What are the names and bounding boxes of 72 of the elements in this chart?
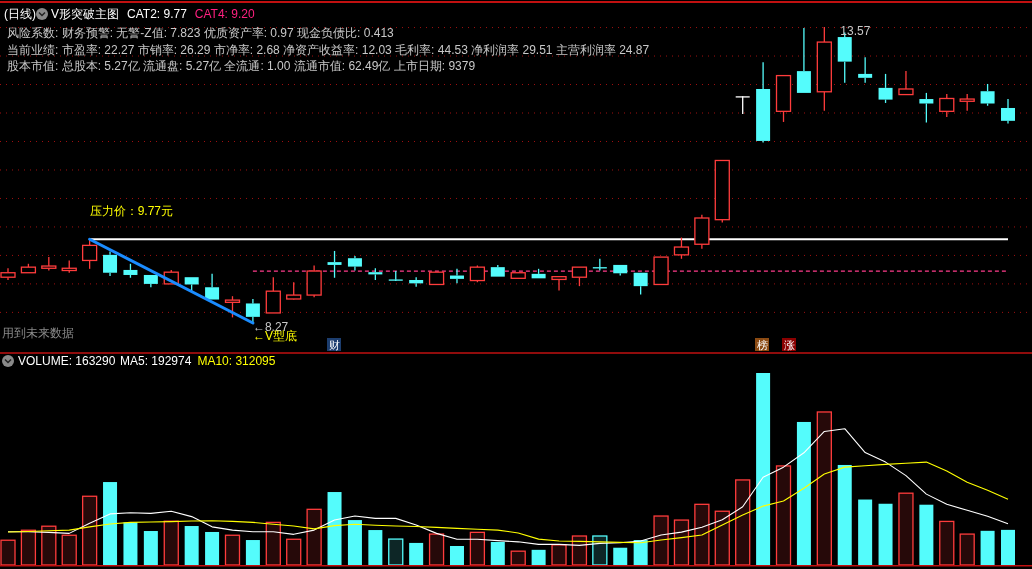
candlestick	[245, 298, 260, 324]
text: 涨	[783, 339, 795, 351]
bar	[980, 530, 995, 565]
bar	[103, 482, 118, 565]
bar	[163, 520, 179, 566]
candlestick	[103, 250, 118, 277]
bar	[184, 526, 199, 565]
bar	[469, 531, 486, 566]
text: MA10: 312095	[197, 354, 276, 368]
text: CAT2: 9.77	[127, 7, 188, 21]
bar	[428, 533, 445, 566]
bar	[20, 529, 37, 566]
bar	[939, 520, 955, 566]
candlestick	[1001, 98, 1015, 125]
bar	[694, 503, 710, 566]
candlestick	[347, 255, 362, 272]
bar	[816, 411, 832, 566]
bar	[837, 464, 852, 565]
bar	[490, 541, 505, 565]
bar	[224, 534, 241, 566]
bar	[1001, 529, 1015, 565]
bar	[959, 533, 975, 566]
candlestick	[858, 56, 873, 84]
bar	[41, 525, 57, 566]
bar	[756, 373, 771, 565]
bar	[245, 540, 260, 565]
text: CAT4: 9.20	[194, 7, 255, 21]
bar	[388, 538, 404, 566]
bar	[531, 549, 546, 565]
bar	[571, 535, 588, 566]
bar	[551, 544, 567, 566]
bar	[81, 495, 98, 566]
bar	[347, 520, 362, 565]
bar	[633, 540, 648, 565]
annotation: 当前业绩: 市盈率: 22.27 市销率: 26.29 市净率: 2.68 净资产收益率: 12.03 毛利率: 44.53 净利润率 29.51 主营利润率 24.87	[7, 42, 650, 57]
bar	[714, 510, 730, 566]
bar	[205, 531, 220, 565]
candlestick	[756, 61, 771, 144]
bar	[327, 492, 342, 565]
bar	[898, 492, 914, 566]
bar	[286, 538, 302, 566]
bar	[775, 465, 792, 566]
bar	[61, 534, 77, 566]
bar	[0, 539, 16, 566]
bar	[613, 547, 628, 565]
bar	[510, 550, 526, 566]
bar	[919, 504, 934, 565]
bar	[735, 479, 751, 566]
text: 财	[328, 339, 340, 351]
bar	[306, 508, 322, 566]
bar	[409, 542, 424, 565]
text: 榜	[756, 339, 768, 351]
text: 用到未来数据	[2, 326, 74, 340]
bar	[673, 519, 690, 566]
bar	[368, 530, 383, 565]
bar	[449, 545, 464, 565]
bar	[796, 421, 811, 565]
ref-line-label: 压力价：9.77元	[89, 204, 173, 219]
annotation: 13.57	[840, 24, 871, 38]
annotation: 股本市值: 总股本: 5.27亿 流通盘: 5.27亿 全流通: 1.00 流通市值: 62.49亿 上市日期: 9379	[7, 59, 476, 73]
text: VOLUME: 163290	[18, 354, 116, 368]
text: MA5: 192974	[120, 354, 192, 368]
candlestick	[694, 214, 710, 250]
bar	[143, 531, 158, 565]
chart-subtitle: V形突破主图	[51, 7, 120, 21]
chart-title: (日线)	[4, 7, 36, 21]
bar	[858, 499, 873, 565]
bar	[653, 515, 669, 566]
annotation: 风险系数: 财务预警: 无警-Z值: 7.823 优质资产率: 0.97 现金负债比: 0.413	[7, 26, 395, 40]
bar	[878, 503, 893, 565]
bar	[265, 521, 281, 566]
bar	[123, 522, 138, 565]
